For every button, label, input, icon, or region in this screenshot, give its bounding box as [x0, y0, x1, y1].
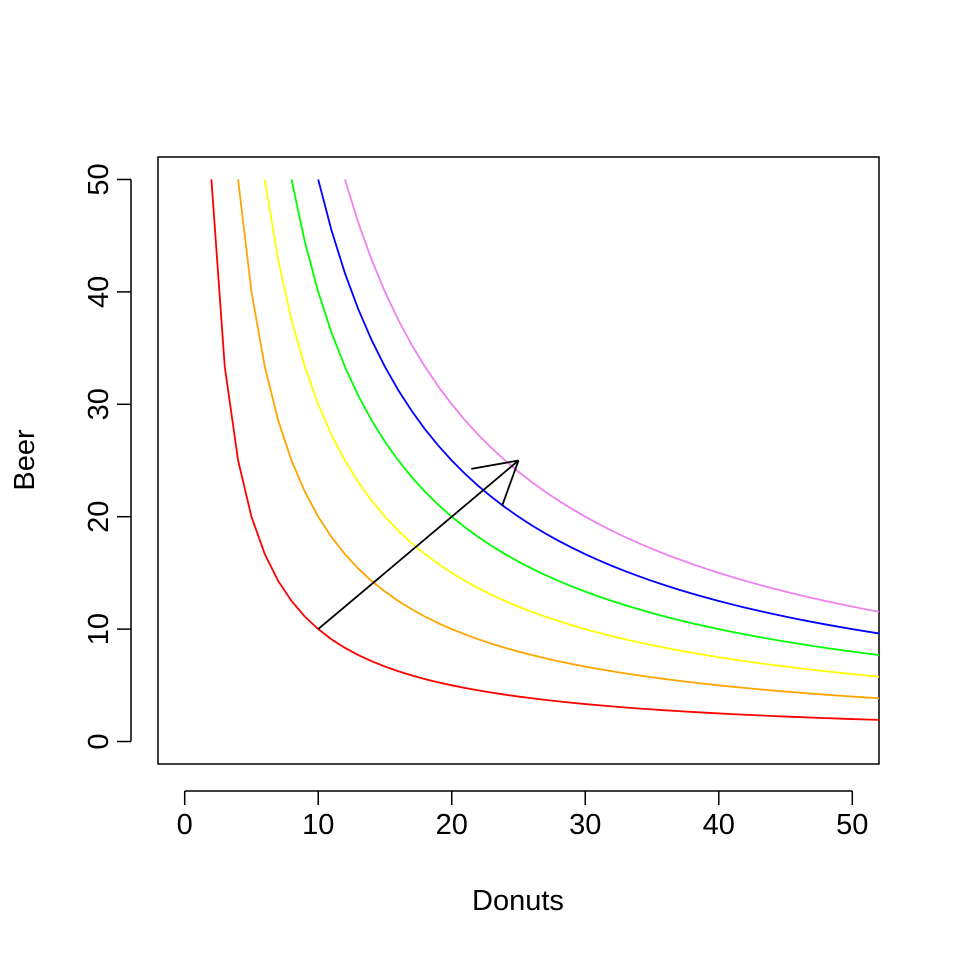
x-tick-label-50: 50: [836, 809, 868, 841]
series-line-6: [344, 179, 879, 613]
x-axis-title: Donuts: [472, 885, 564, 917]
arrow-shaft: [317, 459, 520, 630]
arrow-head-2: [471, 459, 519, 470]
series-line-4: [290, 179, 879, 656]
series-line-1: [210, 179, 879, 721]
x-tick-label-20: 20: [436, 809, 468, 841]
x-tick-label-40: 40: [703, 809, 735, 841]
series-line-5: [317, 179, 879, 635]
x-tick-label-0: 0: [177, 809, 193, 841]
x-tick-label-30: 30: [569, 809, 601, 841]
y-tick-label-20: 20: [83, 501, 115, 533]
plot-frame: [157, 156, 880, 765]
y-tick-label-50: 50: [83, 163, 115, 195]
y-tick-label-0: 0: [83, 733, 115, 749]
y-axis-title: Beer: [9, 429, 41, 491]
series-line-3: [263, 179, 879, 678]
y-tick-label-30: 30: [83, 388, 115, 420]
y-tick-label-10: 10: [83, 613, 115, 645]
x-tick-label-10: 10: [302, 809, 334, 841]
y-tick-label-40: 40: [83, 276, 115, 308]
series-line-2: [237, 179, 879, 700]
arrow-head-1: [501, 460, 520, 506]
